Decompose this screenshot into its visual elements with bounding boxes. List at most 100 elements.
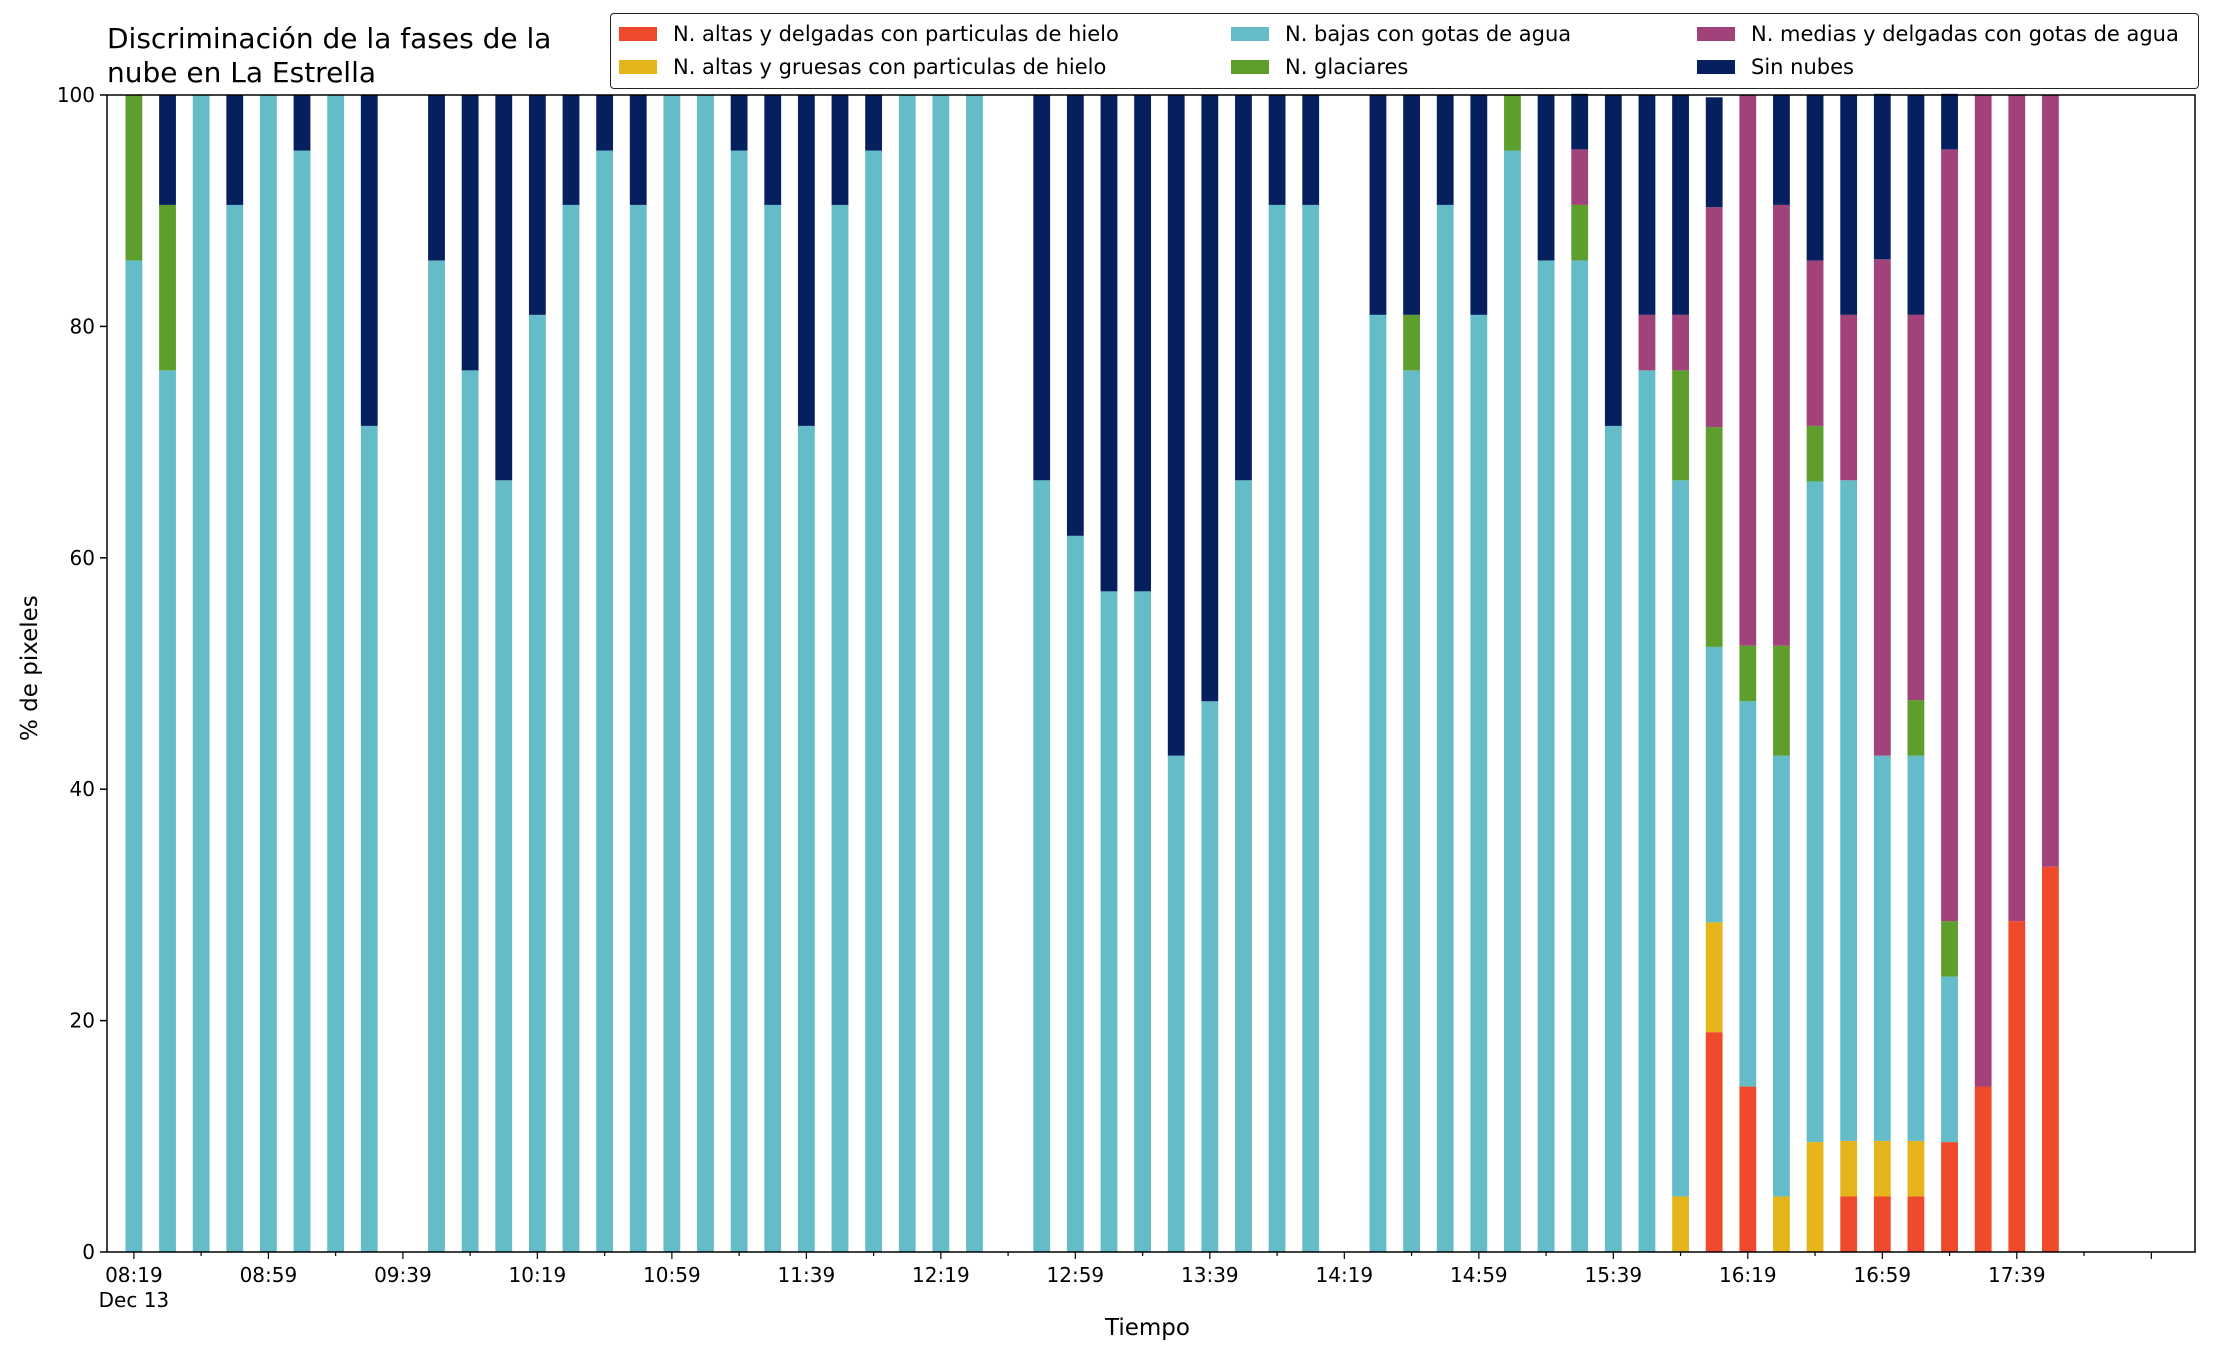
bar-segment xyxy=(192,95,210,1252)
bar-segment xyxy=(159,204,176,371)
x-tick-label: 16:19 xyxy=(1719,1263,1777,1287)
x-tick-label: 13:39 xyxy=(1181,1263,1239,1287)
bar-segment xyxy=(831,204,849,1252)
x-tick-label: 08:19 xyxy=(105,1263,163,1287)
bar-segment xyxy=(159,95,176,205)
bar-segment xyxy=(259,95,277,1252)
bar-segment xyxy=(1537,95,1555,261)
bar-segment xyxy=(1974,95,1992,1087)
bar-segment xyxy=(1504,95,1521,151)
bar-segment xyxy=(797,425,815,1252)
bar-segment xyxy=(327,95,345,1252)
bar-segment xyxy=(1705,207,1723,428)
bar-segment xyxy=(1167,95,1185,756)
bar-segment xyxy=(2042,95,2059,867)
bar-segment xyxy=(1806,95,1824,261)
bar-segment xyxy=(226,204,244,1252)
bar-segment xyxy=(360,425,378,1252)
bar-segment xyxy=(1672,314,1689,371)
bar-segment xyxy=(293,95,311,151)
bar-segment xyxy=(495,480,513,1252)
bar-segment xyxy=(1235,480,1252,1252)
x-tick-sublabel: Dec 13 xyxy=(99,1288,170,1312)
bar-segment xyxy=(1571,260,1589,1252)
bar-segment xyxy=(1571,93,1589,150)
bar-segment xyxy=(1672,95,1689,315)
bar-segment xyxy=(1302,95,1320,205)
x-tick-label: 15:39 xyxy=(1584,1263,1642,1287)
bar-segment xyxy=(596,95,614,151)
bar-segment xyxy=(1705,646,1723,923)
bar-segment xyxy=(697,95,714,1252)
bar-segment xyxy=(1806,425,1824,482)
bar-segment xyxy=(1873,1196,1891,1252)
bar-segment xyxy=(1840,1140,1858,1197)
bar-segment xyxy=(1134,591,1151,1252)
bar-segment xyxy=(1268,204,1286,1252)
bar-segment xyxy=(1302,204,1320,1252)
bar-segment xyxy=(528,314,546,1253)
bar-segment xyxy=(1604,95,1622,426)
y-tick-label: 60 xyxy=(70,546,95,570)
legend-swatch xyxy=(1231,27,1269,41)
legend-swatch xyxy=(1231,60,1269,74)
bar-segment xyxy=(1773,204,1790,646)
bar-segment xyxy=(1033,480,1051,1252)
legend-label: Sin nubes xyxy=(1751,55,1854,79)
legend-item-glaciares: N. glaciares xyxy=(1231,55,1408,79)
bar-segment xyxy=(1705,922,1723,1033)
bar-segment xyxy=(461,370,479,1252)
bar-segment xyxy=(1739,1086,1757,1252)
bars-layer xyxy=(125,93,2059,1253)
bar-segment xyxy=(1773,95,1790,205)
legend-item-altas-gruesas: N. altas y gruesas con particulas de hie… xyxy=(619,55,1106,79)
y-tick-label: 40 xyxy=(70,777,95,801)
bar-segment xyxy=(1773,1196,1790,1252)
bar-segment xyxy=(1403,95,1420,315)
x-tick-label: 14:59 xyxy=(1450,1263,1508,1287)
bar-segment xyxy=(1235,95,1252,481)
bar-segment xyxy=(1134,95,1151,592)
bar-segment xyxy=(1537,260,1555,1252)
bar-segment xyxy=(1705,97,1723,208)
legend-item-altas-delgadas: N. altas y delgadas con particulas de hi… xyxy=(619,22,1119,46)
bar-segment xyxy=(562,95,580,205)
bar-segment xyxy=(1705,1032,1723,1252)
bar-segment xyxy=(1201,701,1219,1252)
bar-segment xyxy=(1907,1140,1925,1197)
bar-segment xyxy=(1100,591,1118,1252)
legend-swatch xyxy=(1697,27,1735,41)
bar-segment xyxy=(1840,1196,1858,1252)
legend-label: N. medias y delgadas con gotas de agua xyxy=(1751,22,2179,46)
bar-segment xyxy=(1638,95,1656,315)
x-tick-label: 17:39 xyxy=(1988,1263,2046,1287)
bar-segment xyxy=(764,204,782,1252)
bar-segment xyxy=(663,95,681,1252)
bar-segment xyxy=(1907,314,1925,701)
legend-swatch xyxy=(1697,60,1735,74)
bar-segment xyxy=(1873,93,1891,260)
bar-segment xyxy=(730,150,748,1252)
bar-segment xyxy=(629,204,647,1252)
legend-label: N. altas y delgadas con particulas de hi… xyxy=(673,22,1119,46)
x-tick-label: 16:59 xyxy=(1853,1263,1911,1287)
legend: N. altas y delgadas con particulas de hi… xyxy=(610,13,2199,89)
bar-segment xyxy=(764,95,782,205)
x-tick-label: 12:59 xyxy=(1047,1263,1105,1287)
bar-segment xyxy=(1907,95,1925,315)
chart-title-line-2: nube en La Estrella xyxy=(107,56,377,89)
legend-swatch xyxy=(619,27,657,41)
y-tick-label: 0 xyxy=(82,1240,95,1264)
bar-segment xyxy=(966,95,983,1252)
bar-segment xyxy=(495,95,513,481)
bar-segment xyxy=(2042,866,2059,1252)
bar-segment xyxy=(1436,204,1454,1252)
bar-segment xyxy=(1705,427,1723,647)
bar-segment xyxy=(596,150,614,1252)
bar-segment xyxy=(1470,314,1488,1253)
plot-frame xyxy=(106,94,2196,1253)
bar-segment xyxy=(1436,95,1454,205)
bar-segment xyxy=(1403,314,1420,371)
bar-segment xyxy=(1066,535,1084,1252)
bar-segment xyxy=(898,95,916,1252)
